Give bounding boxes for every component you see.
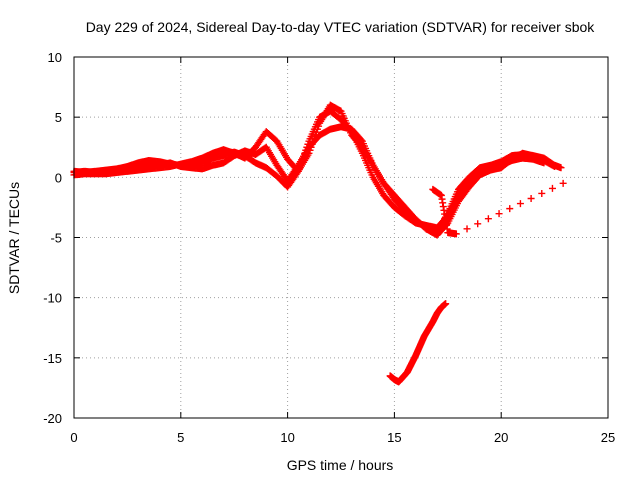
data-point-plus	[452, 230, 460, 238]
data-point-plus	[527, 195, 535, 203]
data-point-plus	[557, 164, 565, 172]
y-axis-label: SDTVAR / TECUs	[6, 182, 22, 294]
data-point-plus	[548, 184, 556, 192]
data-point-plus	[442, 300, 450, 308]
data-point-plus	[516, 200, 524, 208]
x-tick-label: 0	[70, 430, 77, 445]
y-tick-label: -10	[43, 291, 62, 306]
y-tick-label: 5	[55, 110, 62, 125]
data-point-plus	[506, 205, 514, 213]
x-tick-label: 20	[494, 430, 508, 445]
y-tick-label: -5	[50, 231, 62, 246]
data-point-plus	[293, 169, 301, 177]
x-tick-label: 5	[177, 430, 184, 445]
data-point-plus	[484, 215, 492, 223]
axis-ticks: 0 5 10 15 20 25 -20 -15 -10 -5 0 5 10	[43, 50, 615, 445]
y-tick-label: -20	[43, 411, 62, 426]
x-tick-label: 10	[280, 430, 294, 445]
y-tick-label: 0	[55, 170, 62, 185]
data-point-plus	[551, 163, 559, 171]
data-points	[70, 101, 567, 386]
data-point-plus	[538, 189, 546, 197]
plot-frame	[73, 56, 609, 419]
data-point-plus	[495, 210, 503, 218]
data-point-plus	[463, 225, 471, 233]
x-axis-label: GPS time / hours	[287, 457, 394, 473]
data-point-plus	[559, 179, 567, 187]
y-tick-label: -15	[43, 351, 62, 366]
chart-title: Day 229 of 2024, Sidereal Day-to-day VTE…	[86, 19, 596, 35]
x-tick-label: 15	[387, 430, 401, 445]
grid-lines	[74, 57, 608, 418]
data-point-plus	[540, 159, 548, 167]
data-point-plus	[474, 220, 482, 228]
x-tick-label: 25	[601, 430, 615, 445]
y-tick-label: 10	[48, 50, 62, 65]
